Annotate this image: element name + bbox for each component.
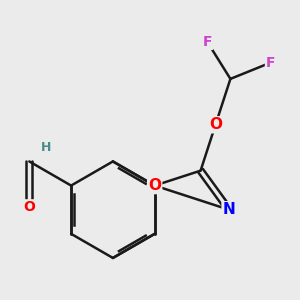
Text: N: N (223, 202, 235, 217)
Text: O: O (148, 178, 161, 193)
Text: O: O (209, 117, 222, 132)
Text: F: F (266, 56, 275, 70)
Text: O: O (23, 200, 35, 214)
Text: H: H (41, 141, 51, 154)
Text: F: F (202, 35, 212, 49)
